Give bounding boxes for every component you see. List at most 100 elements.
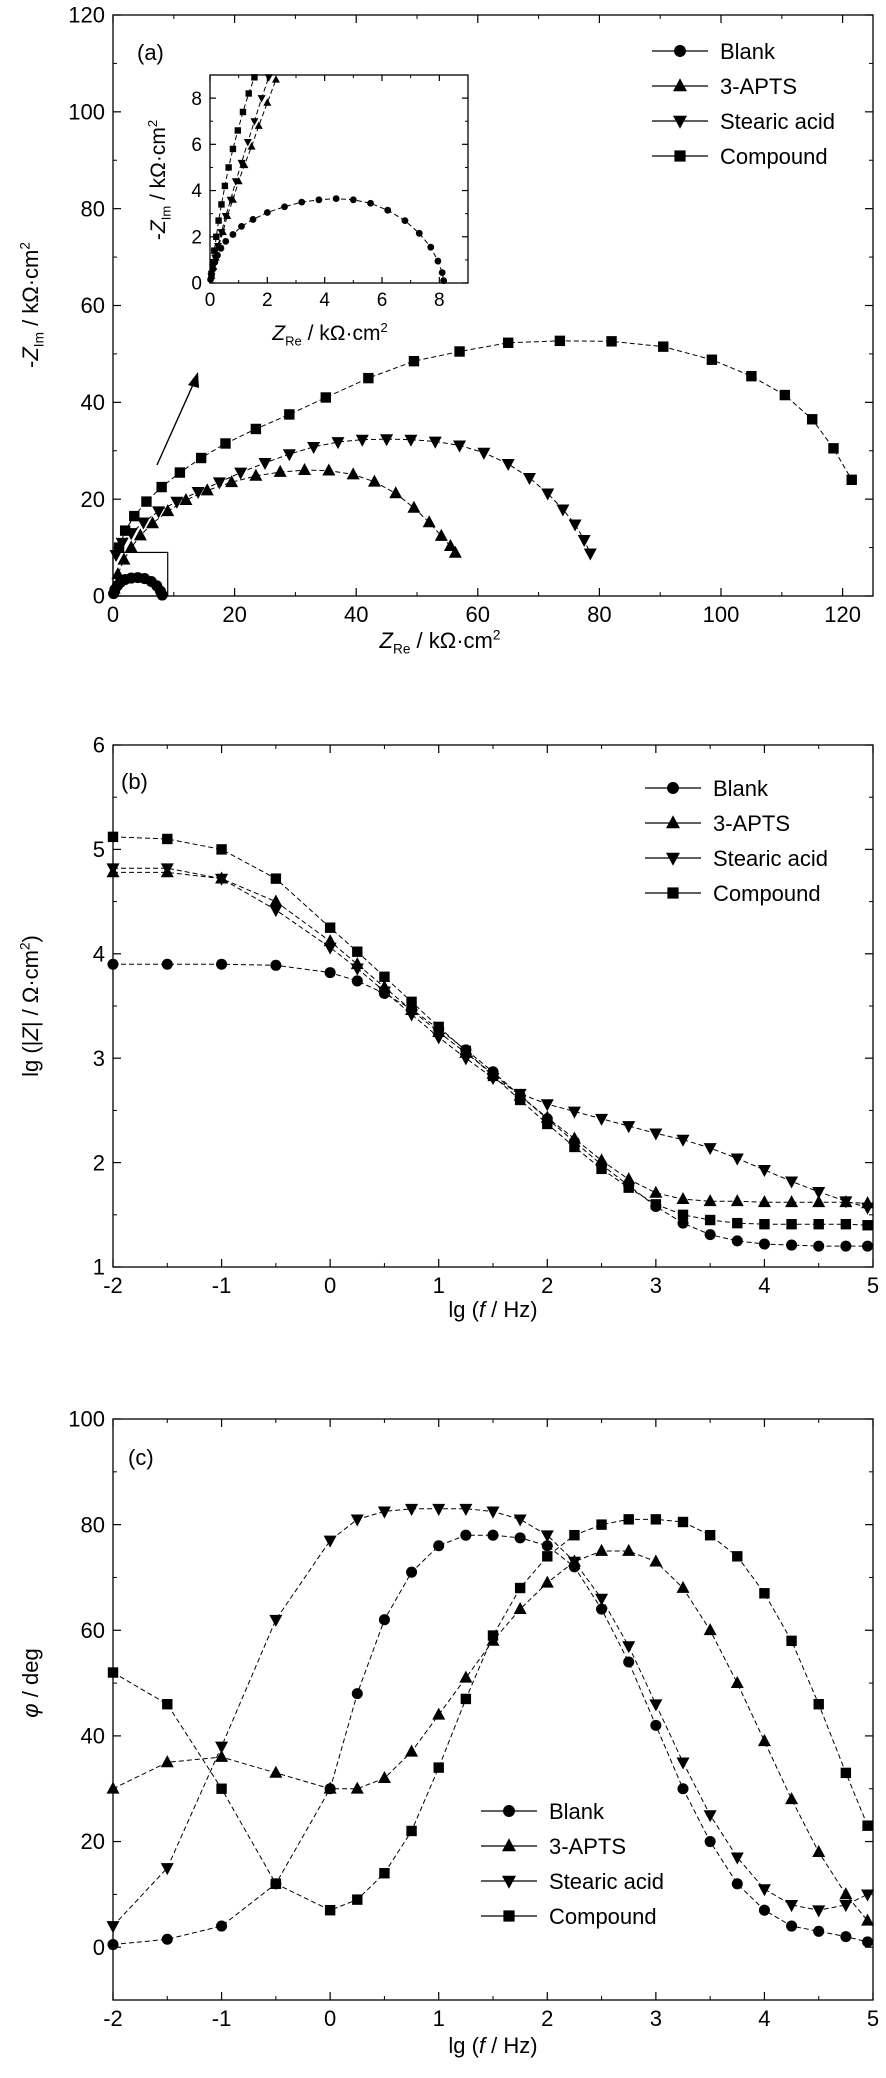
a-inset-data-point-stearic-acid <box>237 159 246 168</box>
b-data-point-stearic-acid <box>649 1128 663 1141</box>
c-data-point-blank <box>731 1878 743 1890</box>
a-data-point-stearic-acid <box>234 467 248 480</box>
b-data-point-3-apts <box>269 894 283 907</box>
b-data-point-compound <box>324 922 336 933</box>
c-x-axis-label: lg (f / Hz) <box>448 2033 537 2058</box>
c-legend-marker-compound <box>503 1910 515 1922</box>
c-data-point-3-apts <box>459 1670 473 1683</box>
b-data-point-stearic-acid <box>622 1121 636 1134</box>
c-data-point-stearic-acid <box>812 1905 826 1918</box>
b-legend-marker-blank <box>667 782 679 794</box>
b-data-point-compound <box>813 1218 824 1230</box>
a-legend: Blank 3-APTS Stearic acid Compound <box>652 39 835 169</box>
c-x-tick-label: 3 <box>650 2006 662 2031</box>
a-data-point-3-apts <box>133 528 147 541</box>
c-data-point-stearic-acid <box>215 1741 229 1754</box>
a-inset-data-point-3-apts <box>247 142 256 150</box>
a-data-point-stearic-acid <box>428 436 442 449</box>
b-data-point-stearic-acid <box>540 1099 554 1112</box>
a-series-blank <box>108 572 168 601</box>
b-x-tick-label: 0 <box>324 1273 336 1298</box>
c-data-point-3-apts <box>595 1543 609 1556</box>
c-data-point-stearic-acid <box>106 1921 120 1934</box>
a-data-point-3-apts <box>322 463 336 476</box>
c-data-point-stearic-acid <box>377 1506 391 1519</box>
a-data-point-compound <box>129 510 140 522</box>
a-legend-label-stearic-acid: Stearic acid <box>720 109 835 134</box>
a-data-point-stearic-acid <box>191 487 205 500</box>
a-inset-x-tick-label: 6 <box>377 290 388 311</box>
c-data-point-compound <box>704 1530 716 1541</box>
a-series-3-apts <box>107 462 462 594</box>
b-data-point-blank <box>270 959 282 971</box>
a-inset-data-point-compound <box>209 259 217 266</box>
a-inset-data-point-compound <box>229 145 237 153</box>
b-y-tick-label: 4 <box>93 942 105 967</box>
b-legend-label-stearic-acid: Stearic acid <box>713 846 828 871</box>
b-data-point-stearic-acid <box>757 1165 771 1178</box>
b-data-point-blank <box>813 1240 825 1252</box>
c-series-3-apts <box>106 1543 875 1926</box>
a-inset-x-axis-label: ZRe / kΩ·cm2 <box>271 320 387 348</box>
c-plot-frame <box>112 1418 874 2001</box>
a-panel-label: (a) <box>137 40 164 65</box>
a-data-point-compound <box>846 474 857 485</box>
b-legend-marker-stearic-acid <box>666 852 680 866</box>
a-data-point-compound <box>141 496 152 507</box>
c-data-point-3-apts <box>160 1755 174 1768</box>
c-data-point-compound <box>406 1825 417 1837</box>
c-legend-marker-stearic-acid <box>502 1875 516 1889</box>
c-data-point-3-apts <box>757 1734 771 1747</box>
b-data-point-stearic-acid <box>567 1106 581 1119</box>
b-x-tick-label: 4 <box>758 1273 770 1298</box>
a-inset-y-tick-label: 2 <box>191 227 202 248</box>
b-data-point-stearic-acid <box>160 863 174 876</box>
a-data-point-compound <box>113 542 125 553</box>
a-inset-background <box>210 75 468 283</box>
c-y-tick-label: 100 <box>68 1407 105 1432</box>
c-data-point-3-apts <box>622 1543 636 1556</box>
a-y-tick-label: 80 <box>81 196 105 221</box>
c-data-point-compound <box>460 1693 472 1705</box>
b-data-point-stearic-acid <box>405 1009 419 1022</box>
a-data-point-3-apts <box>146 516 160 529</box>
c-data-point-3-apts <box>513 1601 527 1615</box>
a-data-point-stearic-acid <box>404 434 418 447</box>
a-inset-data-point-stearic-acid <box>243 139 252 147</box>
a-inset-data-point-compound <box>218 201 225 208</box>
a-data-point-compound <box>220 438 231 449</box>
c-data-point-compound <box>162 1699 173 1710</box>
a-data-point-compound <box>195 452 207 464</box>
b-data-point-compound <box>270 873 282 884</box>
b-data-point-compound <box>433 1021 444 1033</box>
c-data-point-compound <box>270 1878 282 1889</box>
c-data-point-blank <box>840 1931 852 1943</box>
a-inset-x-tick-label: 2 <box>262 290 273 311</box>
c-x-tick-label: -2 <box>103 2006 123 2031</box>
a-inset-data-point-compound <box>215 217 222 224</box>
c-data-point-compound <box>840 1767 852 1779</box>
c-data-point-3-apts <box>377 1771 391 1784</box>
c-data-point-3-apts <box>676 1580 690 1593</box>
a-series-stearic-acid <box>109 434 597 562</box>
b-data-point-blank <box>840 1240 852 1252</box>
b-data-point-stearic-acid <box>595 1113 609 1126</box>
a-inset-data-point-blank <box>222 238 230 245</box>
c-y-tick-label: 60 <box>81 1618 105 1643</box>
a-inset-data-point-stearic-acid <box>257 95 266 103</box>
a-inset-y-axis-label: -ZIm / kΩ·cm2 <box>145 120 173 240</box>
c-data-point-compound <box>379 1868 390 1879</box>
a-inset-data-point-compound <box>211 247 218 254</box>
b-legend-label-3-apts: 3-APTS <box>713 811 790 836</box>
c-data-point-compound <box>352 1894 363 1905</box>
panel-c-chart: -2 -1 0 1 2 3 4 5 0 20 40 60 80 100 (c) Blank 3-APTS Stea… <box>18 1407 879 2058</box>
a-data-point-compound <box>119 525 131 536</box>
c-x-tick-label: -1 <box>212 2006 232 2031</box>
c-data-point-compound <box>596 1519 607 1530</box>
a-inset-y-tick-label: 0 <box>191 274 202 295</box>
a-data-point-stearic-acid <box>453 440 467 453</box>
c-data-point-3-apts <box>785 1792 799 1805</box>
a-inset-data-point-compound <box>208 270 215 277</box>
a-x-tick-label: 120 <box>824 602 861 627</box>
